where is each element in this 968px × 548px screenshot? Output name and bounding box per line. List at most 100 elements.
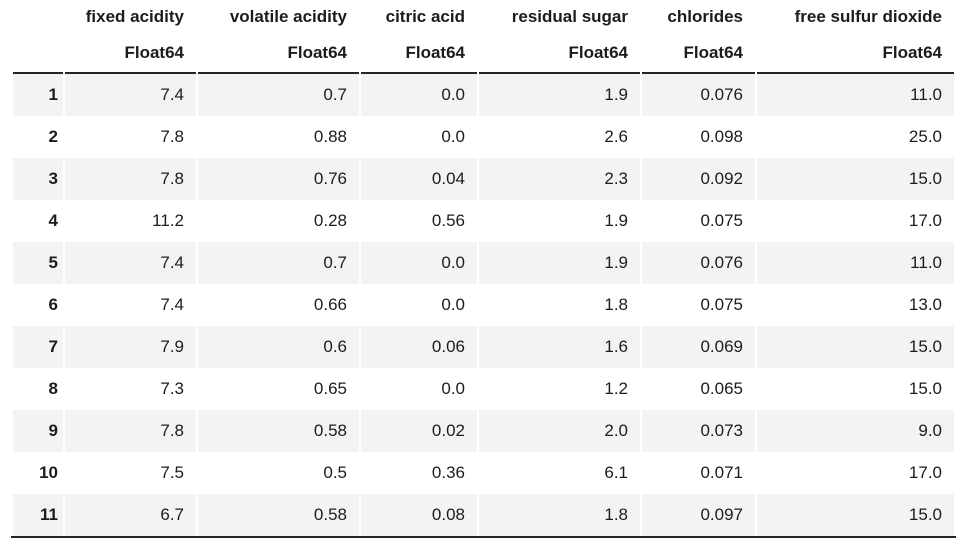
cell-value: 0.6 — [198, 326, 359, 368]
cell-value: 0.76 — [198, 158, 359, 200]
cell-value: 0.5 — [323, 463, 347, 482]
cell-value: 7.8 — [65, 158, 196, 200]
cell-value: 1.9 — [479, 74, 640, 116]
table-row: 8 7.3 0.65 0.0 1.2 0.065 15.0 — [13, 368, 954, 410]
cell-value: 11.0 — [757, 242, 954, 284]
dtype-volatile-acidity: Float64 — [198, 34, 359, 74]
table-row: 6 7.4 0.66 0.0 1.8 0.075 13.0 — [13, 284, 954, 326]
cell-value: 0.7 — [198, 74, 359, 116]
cell-value: 0.075 — [700, 295, 743, 314]
cell-value: 0.7 — [198, 242, 359, 284]
cell-value: 0.0 — [441, 295, 465, 314]
cell-value: 0.65 — [313, 379, 347, 398]
table-body: 1 7.4 0.7 0.0 1.9 0.076 11.0 2 7.8 0.88 0.0 2.6 0.09… — [13, 74, 954, 536]
cell-value: 0.076 — [642, 242, 755, 284]
cell-value: 0.02 — [361, 410, 477, 452]
cell-value: 0.36 — [431, 463, 465, 482]
cell-value: 15.0 — [757, 158, 954, 200]
row-index: 10 — [39, 463, 58, 482]
cell-value: 0.88 — [313, 127, 347, 146]
cell-value: 15.0 — [757, 326, 954, 368]
cell-value: 25.0 — [908, 127, 942, 146]
table-row: 5 7.4 0.7 0.0 1.9 0.076 11.0 — [13, 242, 954, 284]
index-dtype-cell — [13, 34, 63, 74]
cell-value: 7.8 — [160, 127, 184, 146]
table-row: 11 6.7 0.58 0.08 1.8 0.097 15.0 — [13, 494, 954, 536]
row-index: 3 — [13, 158, 63, 200]
cell-value: 1.2 — [604, 379, 628, 398]
cell-value: 7.5 — [160, 463, 184, 482]
index-column-header — [13, 0, 63, 34]
cell-value: 9.0 — [757, 410, 954, 452]
table-row: 10 7.5 0.5 0.36 6.1 0.071 17.0 — [13, 452, 954, 494]
table-row: 9 7.8 0.58 0.02 2.0 0.073 9.0 — [13, 410, 954, 452]
table-row: 3 7.8 0.76 0.04 2.3 0.092 15.0 — [13, 158, 954, 200]
row-index: 1 — [13, 74, 63, 116]
row-index: 11 — [13, 494, 63, 536]
cell-value: 0.071 — [700, 463, 743, 482]
cell-value: 0.0 — [361, 74, 477, 116]
table-row: 1 7.4 0.7 0.0 1.9 0.076 11.0 — [13, 74, 954, 116]
cell-value: 0.097 — [642, 494, 755, 536]
cell-value: 0.0 — [441, 379, 465, 398]
dataframe-table: fixed acidity volatile acidity citric ac… — [11, 0, 956, 538]
column-names-row: fixed acidity volatile acidity citric ac… — [13, 0, 954, 34]
column-header-residual-sugar: residual sugar — [511, 7, 628, 26]
cell-value: 15.0 — [908, 379, 942, 398]
cell-value: 15.0 — [757, 494, 954, 536]
cell-value: 0.04 — [361, 158, 477, 200]
cell-value: 7.8 — [65, 410, 196, 452]
cell-value: 0.073 — [642, 410, 755, 452]
cell-value: 7.4 — [160, 295, 184, 314]
cell-value: 0.069 — [642, 326, 755, 368]
cell-value: 17.0 — [908, 463, 942, 482]
cell-value: 11.0 — [757, 74, 954, 116]
table-row: 7 7.9 0.6 0.06 1.6 0.069 15.0 — [13, 326, 954, 368]
cell-value: 1.8 — [604, 295, 628, 314]
column-header-fixed-acidity: fixed acidity — [85, 7, 184, 26]
cell-value: 0.56 — [431, 211, 465, 230]
column-header-free-sulfur-dioxide: free sulfur dioxide — [794, 7, 942, 26]
cell-value: 0.075 — [700, 211, 743, 230]
cell-value: 0.092 — [642, 158, 755, 200]
cell-value: 0.08 — [361, 494, 477, 536]
row-index: 2 — [48, 127, 58, 146]
cell-value: 7.3 — [160, 379, 184, 398]
cell-value: 0.076 — [642, 74, 755, 116]
cell-value: 6.7 — [65, 494, 196, 536]
column-header-chlorides: chlorides — [667, 7, 743, 26]
cell-value: 7.4 — [65, 242, 196, 284]
cell-value: 0.28 — [313, 211, 347, 230]
row-index: 9 — [13, 410, 63, 452]
cell-value: 0.0 — [441, 127, 465, 146]
cell-value: 17.0 — [908, 211, 942, 230]
column-header-citric-acid: citric acid — [385, 7, 465, 26]
cell-value: 0.66 — [313, 295, 347, 314]
cell-value: 2.6 — [604, 127, 628, 146]
cell-value: 7.4 — [65, 74, 196, 116]
cell-value: 2.0 — [479, 410, 640, 452]
row-index: 8 — [48, 379, 58, 398]
row-index: 4 — [48, 211, 58, 230]
table-row: 4 11.2 0.28 0.56 1.9 0.075 17.0 — [13, 200, 954, 242]
table-row: 2 7.8 0.88 0.0 2.6 0.098 25.0 — [13, 116, 954, 158]
dtype-fixed-acidity: Float64 — [65, 34, 196, 74]
cell-value: 1.8 — [479, 494, 640, 536]
row-index: 6 — [48, 295, 58, 314]
cell-value: 2.3 — [479, 158, 640, 200]
row-index: 5 — [13, 242, 63, 284]
cell-value: 0.06 — [361, 326, 477, 368]
cell-value: 1.9 — [604, 211, 628, 230]
cell-value: 13.0 — [908, 295, 942, 314]
cell-value: 0.098 — [700, 127, 743, 146]
row-index: 7 — [13, 326, 63, 368]
cell-value: 1.9 — [479, 242, 640, 284]
column-header-volatile-acidity: volatile acidity — [229, 7, 347, 26]
cell-value: 0.58 — [198, 494, 359, 536]
cell-value: 11.2 — [152, 211, 184, 230]
table-header: fixed acidity volatile acidity citric ac… — [13, 0, 954, 74]
dtype-chlorides: Float64 — [642, 34, 755, 74]
cell-value: 6.1 — [604, 463, 628, 482]
